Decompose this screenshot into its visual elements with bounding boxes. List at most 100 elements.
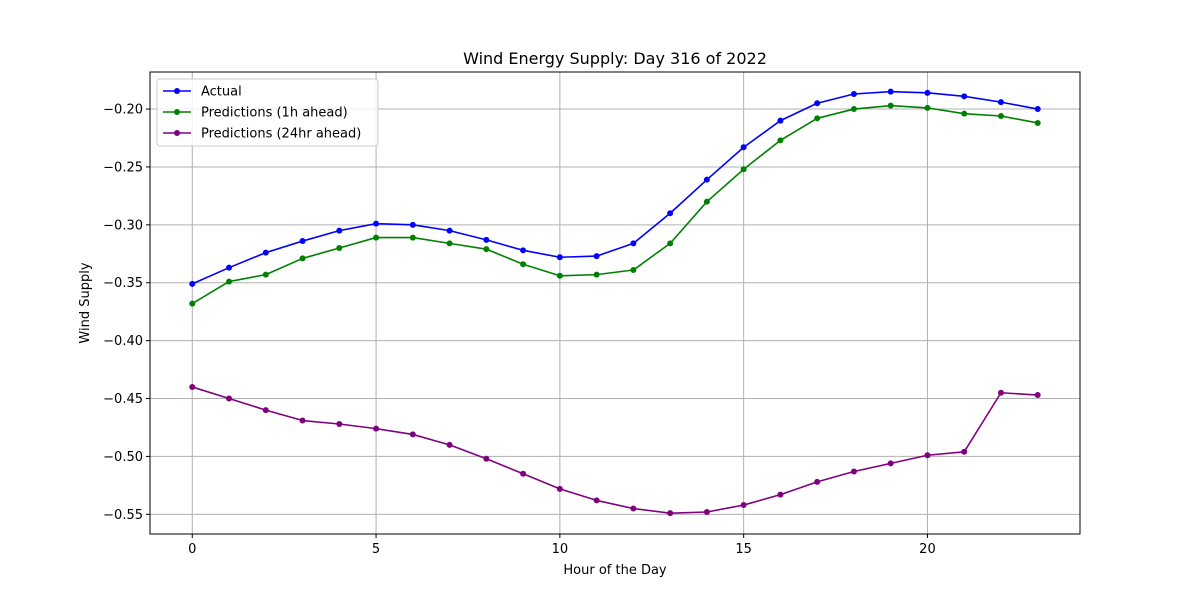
predictions-1h-point — [1034, 119, 1041, 126]
series-points — [189, 88, 1041, 517]
actual-point — [373, 220, 380, 227]
predictions-24hr-point — [299, 417, 306, 424]
predictions-1h-point — [336, 245, 343, 251]
actual-point — [887, 88, 894, 95]
actual-point — [409, 221, 416, 228]
predictions-24hr-point — [887, 460, 894, 467]
predictions-24hr-point — [924, 452, 931, 459]
actual-point — [924, 89, 931, 96]
predictions-24hr-point — [409, 431, 416, 438]
predictions-1h-point — [226, 278, 233, 285]
y-tick-label: −0.45 — [103, 392, 143, 407]
actual-point — [262, 249, 269, 256]
predictions-1h-point — [667, 240, 674, 247]
predictions-1h-point — [373, 234, 380, 241]
predictions-1h-point — [262, 271, 269, 278]
predictions-1h-point — [446, 240, 453, 247]
actual-point — [299, 238, 306, 245]
actual-point — [483, 236, 490, 243]
y-tick-label: −0.30 — [103, 218, 143, 233]
y-tick-label: −0.20 — [103, 103, 143, 118]
actual-point — [189, 280, 196, 287]
actual-point — [336, 227, 343, 234]
predictions-1h-point — [483, 246, 490, 253]
legend-predictions-1h-label: Predictions (1h ahead) — [201, 106, 348, 121]
legend-predictions-24hr-label: Predictions (24hr ahead) — [201, 127, 361, 142]
x-axis-label: Hour of the Day — [563, 563, 667, 578]
x-tick-label: 5 — [372, 542, 380, 557]
predictions-24hr-point — [262, 407, 269, 414]
predictions-24hr-line — [192, 386, 1038, 514]
predictions-24hr-point — [997, 389, 1004, 396]
actual-point — [593, 253, 600, 260]
predictions-1h-point — [520, 261, 527, 268]
actual-line — [191, 90, 1038, 285]
legend-actual-marker — [174, 88, 180, 94]
actual-point — [630, 240, 637, 247]
actual-point — [777, 117, 784, 124]
actual-point — [703, 176, 710, 183]
legend-predictions-24hr-marker — [174, 130, 180, 136]
predictions-1h-point — [814, 115, 821, 122]
predictions-24hr-point — [667, 510, 674, 517]
predictions-24hr-point — [373, 425, 380, 432]
x-tick-label: 20 — [919, 542, 936, 557]
y-axis: −0.55 −0.50 −0.45 −0.40 −0.35 −0.30 −0.25 −0.20 — [103, 103, 150, 523]
legend: Actual Predictions (1h ahead) Predictions … — [156, 78, 379, 147]
predictions-24hr-point — [814, 478, 821, 485]
y-tick-label: −0.35 — [103, 276, 143, 291]
predictions-1h-point — [593, 271, 600, 278]
predictions-1h-point — [189, 300, 196, 307]
predictions-24hr-point — [740, 502, 747, 509]
actual-point — [446, 227, 453, 234]
series-lines — [191, 90, 1038, 514]
predictions-1h-point — [299, 255, 306, 262]
predictions-24hr-point — [520, 470, 527, 477]
predictions-24hr-point — [703, 509, 710, 515]
y-tick-label: −0.50 — [103, 450, 143, 465]
actual-point — [740, 144, 747, 151]
x-axis: 0 5 10 15 20 — [188, 534, 936, 557]
predictions-24hr-point — [556, 485, 563, 492]
predictions-1h-point — [961, 110, 968, 117]
predictions-1h-point — [703, 198, 710, 205]
predictions-1h-point — [887, 102, 894, 109]
predictions-1h-point — [740, 166, 747, 173]
actual-point — [520, 247, 527, 254]
predictions-1h-point — [924, 104, 931, 111]
predictions-24hr-point — [777, 491, 784, 498]
predictions-24hr-point — [483, 455, 490, 462]
actual-point — [1034, 106, 1041, 113]
predictions-24hr-point — [446, 441, 453, 448]
predictions-24hr-point — [336, 421, 343, 427]
actual-point — [850, 91, 857, 97]
predictions-24hr-point — [226, 395, 233, 402]
x-tick-label: 0 — [188, 542, 196, 557]
predictions-1h-point — [409, 234, 416, 241]
y-tick-label: −0.40 — [103, 334, 143, 349]
actual-point — [814, 100, 821, 107]
actual-point — [961, 93, 968, 100]
x-tick-label: 10 — [552, 542, 569, 557]
predictions-24hr-point — [593, 497, 600, 504]
actual-point — [667, 210, 674, 217]
actual-point — [226, 264, 233, 271]
predictions-1h-point — [777, 137, 784, 144]
plot-frame — [149, 71, 1081, 535]
predictions-24hr-point — [850, 468, 857, 475]
predictions-24hr-point — [1034, 392, 1041, 399]
legend-box — [156, 78, 379, 147]
legend-predictions-1h-marker — [174, 109, 180, 115]
predictions-1h-point — [630, 267, 637, 273]
y-tick-label: −0.25 — [103, 160, 143, 175]
predictions-1h-point — [556, 272, 563, 279]
predictions-1h-point — [997, 113, 1004, 119]
predictions-24hr-point — [961, 448, 968, 455]
predictions-24hr-point — [189, 383, 196, 390]
y-tick-label: −0.55 — [103, 508, 143, 523]
legend-actual-label: Actual — [201, 85, 242, 100]
predictions-1h-line — [191, 104, 1038, 305]
x-tick-label: 15 — [735, 542, 752, 557]
chart-title: Wind Energy Supply: Day 316 of 2022 — [463, 49, 767, 68]
